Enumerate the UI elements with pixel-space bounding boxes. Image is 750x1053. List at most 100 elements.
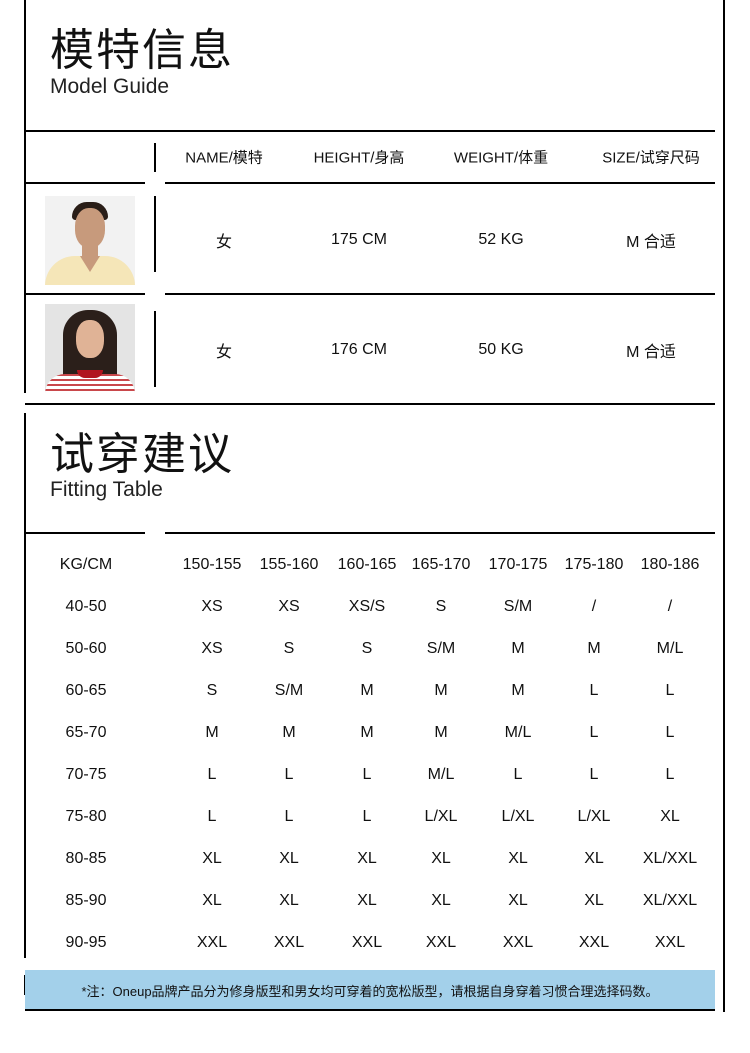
size-cell: /	[667, 598, 673, 615]
size-cell: XS/S	[348, 598, 386, 615]
weight-label: 80-85	[65, 850, 107, 867]
model-2-name: 女	[215, 344, 233, 361]
weight-label: 75-80	[65, 808, 107, 825]
size-cell: L	[665, 766, 675, 783]
height-header: 155-160	[259, 556, 319, 573]
model-2-height: 176 CM	[330, 341, 388, 358]
size-cell: XL	[431, 892, 451, 909]
model-1-weight: 52 KG	[478, 231, 524, 248]
height-header: 160-165	[337, 556, 397, 573]
divider	[165, 293, 715, 295]
size-cell: L	[284, 808, 294, 825]
size-cell: S	[206, 682, 218, 699]
fitting-title-en: Fitting Table	[50, 478, 163, 501]
divider	[25, 532, 145, 534]
model-photo-2	[45, 304, 135, 393]
size-cell: XL	[357, 892, 377, 909]
weight-label: 50-60	[65, 640, 107, 657]
model-2-weight: 50 KG	[478, 341, 524, 358]
model-2-size: M 合适	[626, 344, 676, 361]
size-cell: XL	[508, 892, 528, 909]
header-weight: WEIGHT/体重	[453, 149, 549, 167]
size-cell: M	[360, 724, 374, 741]
size-cell: S	[361, 640, 373, 657]
size-cell: L	[284, 766, 294, 783]
size-cell: M/L	[504, 724, 532, 741]
size-cell: L	[207, 766, 217, 783]
size-cell: M/L	[427, 766, 455, 783]
model-photo-1	[45, 196, 135, 285]
size-cell: XL	[279, 892, 299, 909]
size-cell: XXL	[351, 934, 383, 951]
size-cell: L	[589, 766, 599, 783]
size-cell: L	[513, 766, 523, 783]
height-header: 170-175	[488, 556, 548, 573]
size-cell: XS	[278, 598, 300, 615]
model-1-name: 女	[215, 234, 233, 251]
size-cell: M	[360, 682, 374, 699]
size-cell: XXL	[578, 934, 610, 951]
size-cell: L	[362, 808, 372, 825]
model-title-en: Model Guide	[50, 75, 170, 98]
size-cell: L/XL	[501, 808, 535, 825]
size-cell: L	[207, 808, 217, 825]
size-cell: S	[435, 598, 447, 615]
weight-label: 90-95	[65, 934, 107, 951]
size-cell: L	[665, 724, 675, 741]
height-header: 165-170	[411, 556, 471, 573]
divider	[154, 143, 156, 172]
size-cell: XS	[201, 598, 223, 615]
size-cell: XL/XXL	[642, 892, 698, 909]
size-cell: L	[589, 682, 599, 699]
size-cell: XL/XXL	[642, 850, 698, 867]
size-cell: XL	[584, 850, 604, 867]
size-cell: XL	[202, 850, 222, 867]
size-cell: XL	[584, 892, 604, 909]
height-header: 180-186	[640, 556, 700, 573]
size-cell: M	[205, 724, 219, 741]
size-cell: /	[591, 598, 597, 615]
weight-label: 70-75	[65, 766, 107, 783]
size-cell: XL	[508, 850, 528, 867]
header-size: SIZE/试穿尺码	[602, 149, 700, 167]
header-height: HEIGHT/身高	[313, 149, 405, 167]
size-cell: M	[434, 682, 448, 699]
weight-label: 65-70	[65, 724, 107, 741]
fit-note: *注：Oneup品牌产品分为修身版型和男女均可穿着的宽松版型，请根据自身穿着习惯…	[25, 970, 715, 1010]
left-border-mid	[24, 413, 26, 958]
divider	[154, 196, 156, 272]
size-cell: S/M	[503, 598, 533, 615]
model-1-height: 175 CM	[330, 231, 388, 248]
size-cell: XXL	[425, 934, 457, 951]
size-cell: M	[587, 640, 601, 657]
size-cell: L/XL	[577, 808, 611, 825]
size-cell: M/L	[656, 640, 684, 657]
divider	[25, 293, 145, 295]
size-cell: L	[362, 766, 372, 783]
size-cell: XS	[201, 640, 223, 657]
divider	[25, 1009, 715, 1011]
model-title-cn: 模特信息	[50, 26, 234, 75]
size-cell: XXL	[654, 934, 686, 951]
left-border-top	[24, 0, 26, 393]
size-cell: M	[511, 682, 525, 699]
weight-label: 85-90	[65, 892, 107, 909]
corner-label: KG/CM	[59, 556, 113, 573]
divider	[154, 311, 156, 387]
size-cell: XL	[279, 850, 299, 867]
size-cell: M	[282, 724, 296, 741]
height-header: 175-180	[564, 556, 624, 573]
weight-label: 60-65	[65, 682, 107, 699]
size-cell: M	[434, 724, 448, 741]
divider	[25, 182, 145, 184]
size-cell: XXL	[502, 934, 534, 951]
fitting-title-cn: 试穿建议	[50, 430, 234, 479]
size-cell: S	[283, 640, 295, 657]
right-border	[723, 0, 725, 1012]
size-cell: L/XL	[424, 808, 458, 825]
divider	[25, 130, 715, 132]
divider	[25, 403, 715, 405]
size-cell: S/M	[274, 682, 304, 699]
size-cell: L	[589, 724, 599, 741]
size-cell: XL	[431, 850, 451, 867]
